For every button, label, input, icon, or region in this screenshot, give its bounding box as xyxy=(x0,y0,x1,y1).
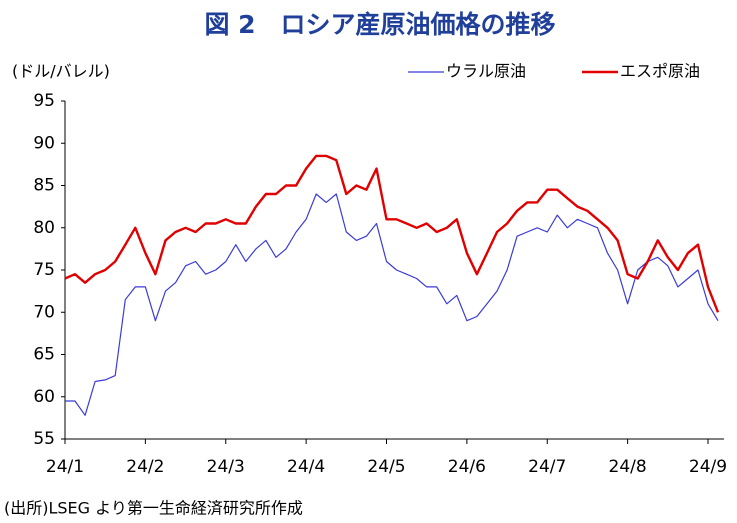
y-tick-label: 75 xyxy=(33,260,55,280)
y-tick-label: 55 xyxy=(33,429,55,449)
y-tick-label: 85 xyxy=(33,176,55,196)
x-tick-label: 24/2 xyxy=(126,457,164,477)
x-tick-label: 24/4 xyxy=(287,457,325,477)
y-tick-label: 70 xyxy=(33,302,55,322)
x-tick-label: 24/1 xyxy=(46,457,84,477)
x-tick-label: 24/8 xyxy=(609,457,647,477)
y-tick-label: 65 xyxy=(33,345,55,365)
x-tick-label: 24/3 xyxy=(207,457,245,477)
x-tick-label: 24/7 xyxy=(528,457,566,477)
legend-label: エスポ原油 xyxy=(620,62,700,81)
x-tick-label: 24/5 xyxy=(367,457,405,477)
y-tick-label: 95 xyxy=(33,91,55,111)
series-line xyxy=(64,154,720,313)
legend-label: ウラル原油 xyxy=(446,62,526,81)
y-axis-label: (ドル/バレル) xyxy=(12,62,110,81)
y-tick-label: 80 xyxy=(33,218,55,238)
y-tick-label: 60 xyxy=(33,387,55,407)
source-note: (出所)LSEG より第一生命経済研究所作成 xyxy=(4,499,303,518)
series-line xyxy=(65,193,719,416)
chart-title: 図 2 ロシア産原油価格の推移 xyxy=(204,10,555,39)
y-tick-label: 90 xyxy=(33,133,55,153)
x-tick-label: 24/6 xyxy=(448,457,486,477)
x-tick-label: 24/9 xyxy=(689,457,727,477)
